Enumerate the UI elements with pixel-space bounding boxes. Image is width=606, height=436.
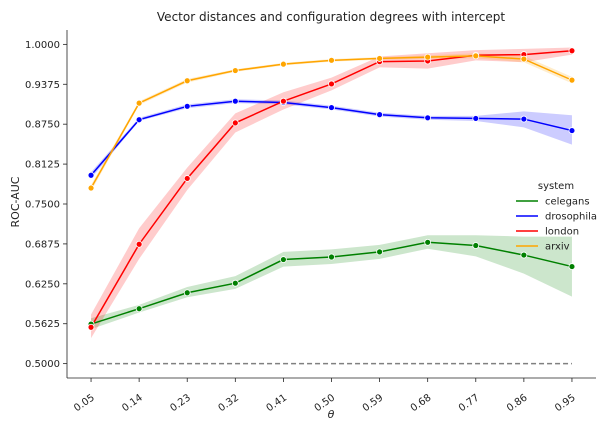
legend-label-london: london xyxy=(545,227,579,238)
y-tick-label: 0.8125 xyxy=(25,160,60,171)
x-tick-label: 0.23 xyxy=(168,392,193,414)
london-point xyxy=(568,47,576,55)
drosophila-point xyxy=(472,115,480,122)
x-tick-label: 0.77 xyxy=(457,392,482,414)
drosophila-point xyxy=(231,97,239,105)
legend: system celegans drosophila london arxiv xyxy=(516,181,597,253)
drosophila-line xyxy=(90,100,573,176)
arxiv-point xyxy=(87,184,95,192)
drosophila-confidence-band xyxy=(91,99,572,179)
arxiv-point xyxy=(472,52,480,60)
drosophila-point xyxy=(376,111,383,119)
london-point xyxy=(183,175,191,182)
x-tick-label: 0.95 xyxy=(553,392,578,414)
legend-label-arxiv: arxiv xyxy=(545,242,570,253)
drosophila-point xyxy=(87,171,95,179)
celegans-point xyxy=(424,238,432,246)
drosophila-point xyxy=(135,116,143,124)
celegans-confidence-band xyxy=(91,235,572,330)
y-tick-label: 0.5625 xyxy=(25,319,60,330)
x-tick-label: 0.32 xyxy=(216,392,241,414)
y-ticks: 0.5000 0.5625 0.6250 0.6875 0.7500 0.8125 0.87… xyxy=(25,40,67,370)
drosophila-point xyxy=(424,114,432,122)
y-tick-label: 0.6250 xyxy=(25,279,60,290)
celegans-point xyxy=(280,256,287,263)
london-point xyxy=(280,97,287,105)
x-axis-label: θ xyxy=(328,408,335,421)
drosophila-point xyxy=(183,102,191,110)
arxiv-point xyxy=(231,67,239,74)
y-tick-label: 0.7500 xyxy=(25,200,60,211)
celegans-point xyxy=(183,289,191,297)
legend-title: system xyxy=(538,181,574,192)
chart-title: Vector distances and configuration degre… xyxy=(157,10,505,24)
y-tick-label: 0.8750 xyxy=(25,120,60,131)
celegans-point xyxy=(328,253,335,261)
x-tick-label: 0.05 xyxy=(72,392,97,414)
london-point xyxy=(328,80,335,88)
y-tick-label: 0.9375 xyxy=(25,80,60,91)
london-point xyxy=(231,119,239,127)
y-tick-label: 0.6875 xyxy=(25,239,60,250)
x-tick-label: 0.68 xyxy=(409,392,434,414)
arxiv-point xyxy=(183,77,191,85)
celegans-point xyxy=(376,248,383,256)
arxiv-point xyxy=(520,55,528,63)
drosophila-point xyxy=(520,115,528,123)
x-tick-label: 0.14 xyxy=(120,392,145,414)
london-point xyxy=(135,240,143,248)
arxiv-point xyxy=(424,53,432,61)
y-tick-label: 1.0000 xyxy=(25,40,60,51)
celegans-point xyxy=(472,242,480,249)
celegans-point xyxy=(568,263,576,270)
legend-label-celegans: celegans xyxy=(545,197,590,208)
x-tick-label: 0.41 xyxy=(265,392,290,414)
series-lines xyxy=(90,50,573,328)
arxiv-point xyxy=(568,76,576,84)
celegans-point xyxy=(135,305,143,313)
london-point xyxy=(87,323,95,331)
series-points xyxy=(87,47,576,331)
drosophila-point xyxy=(568,127,576,134)
arxiv-point xyxy=(280,60,287,68)
arxiv-point xyxy=(135,99,143,107)
arxiv-point xyxy=(328,56,335,64)
celegans-point xyxy=(231,279,239,287)
drosophila-point xyxy=(328,104,335,111)
y-tick-label: 0.5000 xyxy=(25,359,60,370)
celegans-point xyxy=(520,251,528,259)
x-ticks: 0.05 0.14 0.23 0.32 0.41 0.50 0.59 0.68 0.77 0.86… xyxy=(72,378,578,414)
y-axis-label: ROC-AUC xyxy=(9,176,22,227)
arxiv-point xyxy=(376,55,383,62)
x-tick-label: 0.86 xyxy=(505,392,530,414)
x-tick-label: 0.59 xyxy=(361,392,386,414)
legend-label-drosophila: drosophila xyxy=(545,212,597,223)
